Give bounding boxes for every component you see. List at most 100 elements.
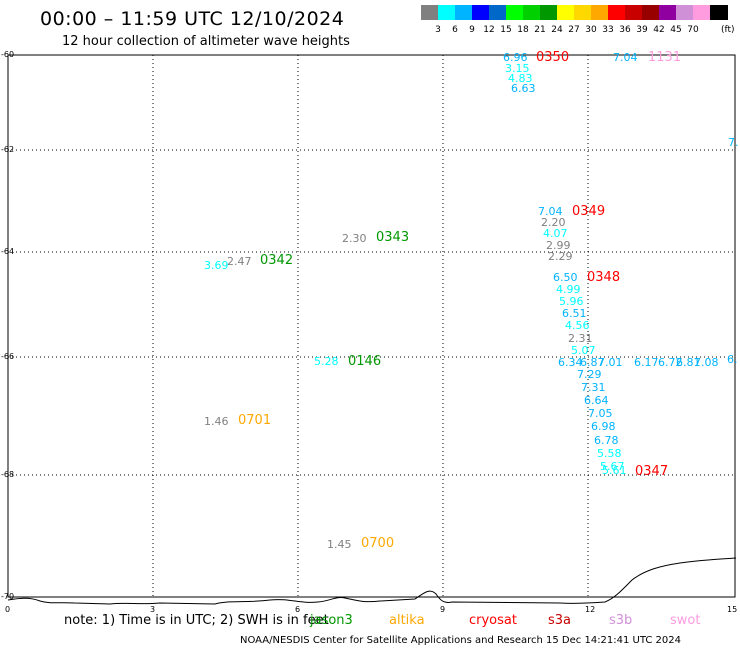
swh-observation: 2.20 (541, 216, 566, 229)
units-note: note: 1) Time is in UTC; 2) SWH is in fe… (64, 613, 329, 628)
pass-time-label: 0349 (572, 204, 606, 219)
longitude-label: 12 (585, 605, 596, 614)
swh-observation: 6.98 (591, 420, 616, 433)
legend-value: 70 (687, 25, 699, 35)
swh-observation: 7.08 (694, 356, 719, 369)
map-frame (7, 54, 736, 598)
legend-value: 24 (551, 25, 563, 35)
swh-observation: 5.07 (571, 344, 596, 357)
legend-swatch (421, 5, 439, 20)
legend-swatch (489, 5, 507, 20)
satellite-key-s3a: s3a (548, 613, 572, 628)
page-subtitle: 12 hour collection of altimeter wave hei… (62, 34, 350, 49)
swh-observation: 5.58 (597, 447, 622, 460)
swh-observation: 1.46 (204, 415, 229, 428)
latitude-label: -64 (1, 247, 15, 256)
legend-swatch (676, 5, 694, 20)
swh-observation: 6. (727, 353, 738, 366)
swh-observation: 1.45 (327, 538, 352, 551)
legend-value: 18 (517, 25, 529, 35)
swh-observation: 7.04 (538, 205, 563, 218)
legend-value: 42 (653, 25, 665, 35)
swh-observation: 7.31 (581, 381, 606, 394)
pass-time-label: 0146 (348, 354, 382, 369)
swh-observation: 6.87 (580, 356, 605, 369)
legend-swatch (693, 5, 711, 20)
legend-value: 36 (619, 25, 631, 35)
legend-swatch (472, 5, 490, 20)
swh-observation: 3.15 (505, 62, 530, 75)
swh-observation: 6.51 (562, 307, 587, 320)
pass-time-label: 0700 (361, 536, 395, 551)
legend-swatch (557, 5, 575, 20)
swh-observation: 7.29 (577, 368, 602, 381)
page-title: 00:00 – 11:59 UTC 12/10/2024 (40, 8, 345, 30)
latitude-label: -68 (1, 470, 15, 479)
swh-observation: 4.56 (565, 319, 590, 332)
legend-swatch (438, 5, 456, 20)
pass-time-label: 0701 (238, 413, 272, 428)
legend-value: 45 (670, 25, 682, 35)
pass-time-label: 0342 (260, 253, 294, 268)
satellite-key-s3b: s3b (609, 613, 633, 628)
satellite-key-jason3: jason3 (310, 613, 353, 628)
legend-swatch (591, 5, 609, 20)
legend-value: 33 (602, 25, 614, 35)
longitude-label: 15 (727, 605, 738, 614)
latitude-label: -60 (1, 50, 15, 59)
pass-time-label: 0347 (635, 464, 669, 479)
pass-time-label: 0343 (376, 230, 410, 245)
satellite-key-cryosat: cryosat (469, 613, 517, 628)
longitude-label: 6 (295, 605, 301, 614)
satellite-key-swot: swot (670, 613, 701, 628)
satellite-key-altika: altika (389, 613, 425, 628)
swh-observation: 7.04 (613, 51, 638, 64)
legend-swatch (455, 5, 473, 20)
swh-observation: 7.01 (598, 356, 623, 369)
legend-swatch (710, 5, 728, 20)
swh-observation: 5.28 (314, 355, 339, 368)
latitude-label: -66 (1, 352, 15, 361)
legend-swatch (523, 5, 541, 20)
swh-observation: 2.99 (546, 239, 571, 252)
legend-value: 15 (500, 25, 512, 35)
swh-observation: 4.83 (508, 72, 533, 85)
legend-value: 27 (568, 25, 580, 35)
pass-time-label: 0348 (587, 270, 621, 285)
legend-value: 9 (469, 25, 475, 35)
legend-swatch (574, 5, 592, 20)
swh-observation: 4.99 (556, 283, 581, 296)
legend-value: 6 (452, 25, 458, 35)
swh-observation: 6.96 (503, 51, 528, 64)
legend-value: 39 (636, 25, 648, 35)
legend-swatch (608, 5, 626, 20)
swh-observation: 5.67 (600, 460, 625, 473)
swh-observation: 5.96 (559, 295, 584, 308)
swh-observation: 3.69 (204, 259, 229, 272)
swh-observation: 5.61 (602, 464, 627, 477)
legend-unit: (ft) (721, 25, 735, 35)
swh-observation: 4.07 (543, 227, 568, 240)
swh-observation: 7. (728, 136, 739, 149)
legend-value: 3 (435, 25, 441, 35)
swh-observation: 7.05 (588, 407, 613, 420)
longitude-label: 9 (440, 605, 446, 614)
swh-observation: 6.63 (511, 82, 536, 95)
swh-observation: 2.31 (568, 332, 593, 345)
legend-swatch (659, 5, 677, 20)
swh-observation: 6.78 (594, 434, 619, 447)
swh-observation: 2.47 (227, 255, 252, 268)
pass-time-label: 0350 (536, 50, 570, 65)
graticule (7, 54, 736, 598)
pass-time-label: 1131 (648, 50, 682, 65)
swh-observation: 6.64 (584, 394, 609, 407)
legend-swatch (540, 5, 558, 20)
credit-footer: NOAA/NESDIS Center for Satellite Applica… (240, 635, 682, 646)
latitude-label: -62 (1, 145, 15, 154)
swh-observation: 6.72 (658, 356, 683, 369)
longitude-label: 0 (5, 605, 11, 614)
legend-swatch (625, 5, 643, 20)
swh-observation: 6.34 (558, 356, 583, 369)
